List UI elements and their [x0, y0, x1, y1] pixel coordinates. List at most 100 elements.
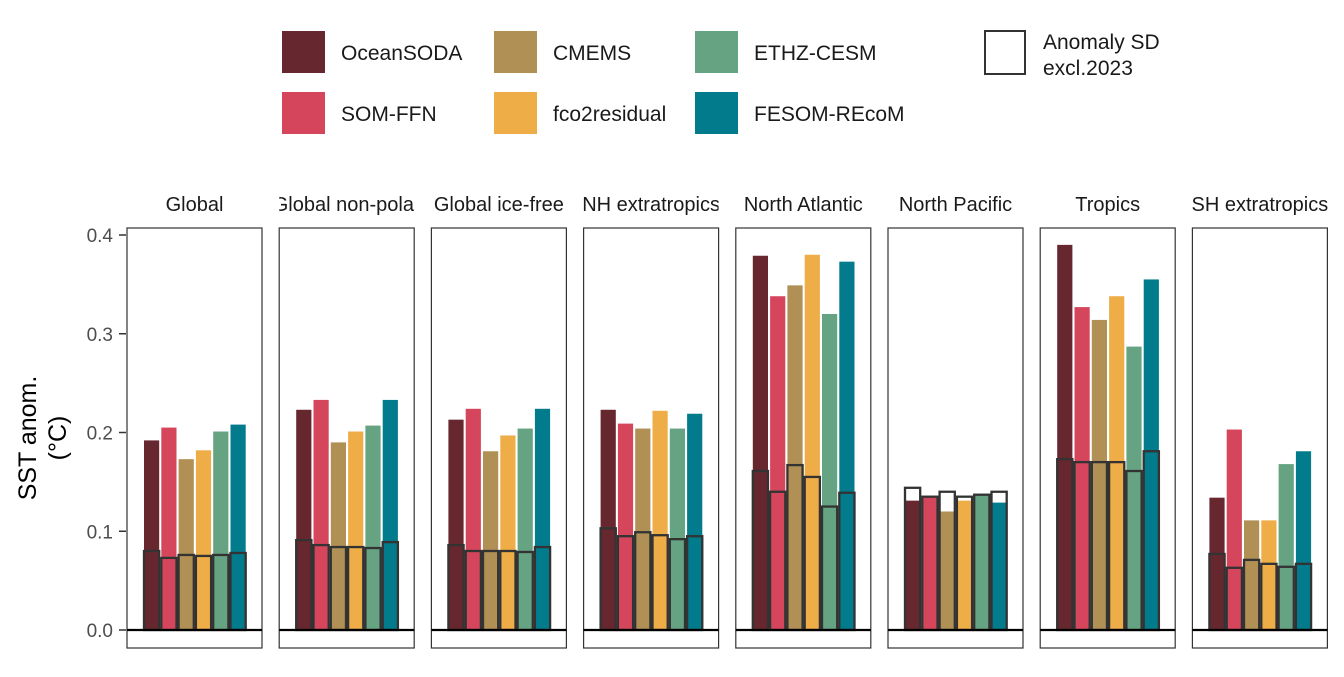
- panel-title: SH extratropics: [1192, 194, 1329, 216]
- bar-fesom-recom: [1295, 451, 1312, 630]
- legend-label: ETHZ-CESM: [754, 42, 877, 65]
- bar-oceansoda: [752, 255, 768, 631]
- legend-swatch: [695, 92, 738, 134]
- legend-label: SOM-FFN: [341, 103, 437, 126]
- bar-fco2residual: [500, 435, 516, 630]
- bar-fco2residual: [652, 410, 668, 630]
- bar-ethz-cesm: [669, 428, 685, 630]
- bar-ethz-cesm: [365, 425, 381, 630]
- bar-fesom-recom: [534, 408, 551, 630]
- bar-ethz-cesm: [974, 493, 990, 630]
- legend-swatch: [494, 31, 537, 73]
- bar-fesom-recom: [1143, 279, 1159, 630]
- sd-outlines: [903, 486, 1008, 632]
- panel-north-atlantic: North Atlantic: [735, 194, 872, 649]
- legend-item-fco2residual: fco2residual: [494, 92, 666, 134]
- legend-item-cmems: CMEMS: [494, 31, 631, 73]
- bar-som-ffn: [465, 408, 481, 630]
- bar-oceansoda: [1057, 244, 1073, 630]
- y-axis-label: SST anom.(°C): [14, 376, 72, 501]
- panel-title: Global non-polar: [273, 194, 421, 216]
- panel-title: NH extratropics: [582, 194, 720, 216]
- bar-oceansoda: [296, 409, 312, 630]
- legend-swatch: [282, 31, 325, 73]
- legend-item-som-ffn: SOM-FFN: [282, 92, 437, 134]
- legend-label: FESOM-REcoM: [754, 103, 905, 126]
- legend-item-anomaly-sd: Anomaly SD excl.2023: [984, 30, 1160, 80]
- y-tick-label: 0.3: [87, 325, 113, 346]
- panel-tropics: Tropics: [1039, 194, 1176, 649]
- legend-swatch-outline: [984, 30, 1026, 75]
- bar-cmems: [178, 459, 194, 630]
- panel-title: Global ice-free: [434, 194, 564, 216]
- bar-fesom-recom: [687, 413, 703, 630]
- panels: Global Global non-polar Global ice-free NH …: [126, 194, 1329, 649]
- bar-oceansoda: [600, 409, 616, 630]
- panel-title: Tropics: [1075, 194, 1140, 216]
- bar-oceansoda: [905, 500, 921, 630]
- bar-som-ffn: [922, 496, 938, 630]
- bar-som-ffn: [313, 399, 329, 630]
- legend-swatch: [695, 31, 738, 73]
- bar-ethz-cesm: [213, 431, 229, 630]
- bar-ethz-cesm: [517, 428, 533, 630]
- panel-global: Global: [126, 194, 263, 649]
- bars: [144, 424, 246, 630]
- bars: [448, 408, 551, 630]
- bar-cmems: [635, 428, 651, 630]
- bar-fco2residual: [348, 431, 364, 630]
- legend-label: Anomaly SD: [1043, 31, 1160, 54]
- y-tick-label: 0.0: [87, 621, 113, 642]
- sd-outlines: [1208, 552, 1313, 632]
- bar-ethz-cesm: [822, 314, 838, 630]
- bar-som-ffn: [1226, 429, 1242, 630]
- panel-global-ice-free: Global ice-free: [430, 194, 567, 649]
- panel-title: North Atlantic: [744, 194, 863, 216]
- bar-som-ffn: [1074, 307, 1090, 630]
- bar-fesom-recom: [382, 399, 398, 630]
- bar-som-ffn: [770, 296, 786, 630]
- bar-fco2residual: [195, 450, 212, 630]
- panel-title: North Pacific: [899, 194, 1012, 216]
- legend-swatch: [282, 92, 325, 134]
- legend-label: CMEMS: [553, 42, 631, 65]
- bars: [752, 254, 855, 631]
- legend-item-ethz-cesm: ETHZ-CESM: [695, 31, 877, 73]
- bar-oceansoda: [448, 419, 464, 630]
- legend-label: excl.2023: [1043, 57, 1133, 80]
- bar-ethz-cesm: [1278, 464, 1294, 630]
- y-tick-label: 0.1: [87, 522, 113, 543]
- bar-ethz-cesm: [1126, 346, 1142, 630]
- legend-swatch: [494, 92, 537, 134]
- sd-outlines: [295, 538, 400, 632]
- bars: [296, 399, 398, 630]
- bar-cmems: [939, 511, 955, 630]
- legend-label: OceanSODA: [341, 42, 462, 65]
- bar-som-ffn: [617, 423, 634, 630]
- bar-cmems: [330, 442, 346, 630]
- bar-fco2residual: [804, 254, 820, 630]
- bar-oceansoda: [144, 440, 160, 630]
- y-tick-label: 0.4: [87, 226, 114, 247]
- sd-outlines: [1056, 450, 1161, 632]
- bar-cmems: [787, 285, 803, 630]
- bar-cmems: [1244, 520, 1260, 630]
- panel-nh-extratropics: NH extratropics: [582, 194, 720, 649]
- bar-som-ffn: [161, 427, 177, 630]
- bar-fesom-recom: [991, 502, 1007, 630]
- bars: [600, 409, 703, 630]
- bars: [1209, 429, 1312, 630]
- bar-fco2residual: [1261, 520, 1277, 630]
- panel-sh-extratropics: SH extratropics: [1191, 194, 1329, 649]
- bar-fco2residual: [956, 500, 973, 630]
- bar-oceansoda: [1209, 497, 1225, 630]
- bars: [905, 493, 1007, 630]
- bar-fesom-recom: [839, 261, 855, 630]
- legend-label: fco2residual: [553, 103, 666, 126]
- panel-north-pacific: North Pacific: [887, 194, 1024, 649]
- panel-global-non-polar: Global non-polar: [273, 194, 421, 649]
- legend: OceanSODA SOM-FFN CMEMS fco2residual ETHZ-CE…: [282, 30, 1160, 134]
- bar-fesom-recom: [230, 424, 246, 630]
